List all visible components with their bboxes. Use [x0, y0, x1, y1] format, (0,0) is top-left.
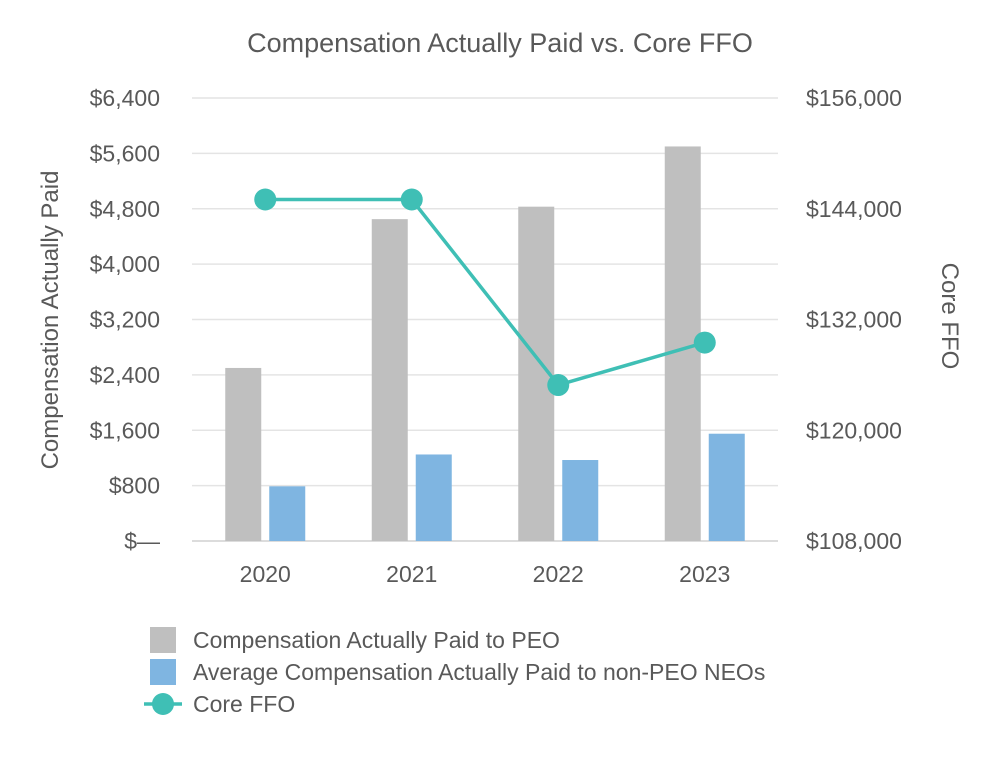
- x-tick-label: 2022: [533, 561, 584, 587]
- legend: Compensation Actually Paid to PEO Average…: [144, 627, 765, 717]
- left-tick-label: $5,600: [90, 140, 160, 166]
- legend-swatch-1: [150, 659, 176, 685]
- left-tick-label: $3,200: [90, 307, 160, 333]
- core-ffo-line-path: [265, 197, 706, 388]
- bar-non-peo-2023: [708, 433, 745, 541]
- x-tick-label: 2023: [679, 561, 730, 587]
- right-tick-label: $132,000: [806, 307, 902, 333]
- core-ffo-line: [254, 188, 716, 397]
- core-ffo-point-2020: [254, 188, 277, 211]
- bar-peo-2020: [225, 367, 262, 541]
- left-tick-label: $2,400: [90, 362, 160, 388]
- left-tick-label: $4,000: [90, 251, 160, 277]
- right-tick-label: $108,000: [806, 528, 902, 554]
- right-tick-label: $120,000: [806, 417, 902, 443]
- left-tick-label: $1,600: [90, 417, 160, 443]
- left-tick-label: $800: [109, 473, 160, 499]
- x-axis-ticks: 2020 2021 2022 2023: [240, 561, 731, 587]
- legend-label-0: Compensation Actually Paid to PEO: [193, 627, 560, 653]
- bars: [225, 146, 745, 541]
- right-axis-label: Core FFO: [936, 263, 963, 370]
- gridlines: [192, 97, 778, 542]
- bar-peo-2021: [371, 219, 408, 541]
- left-axis-ticks: $— $800 $1,600 $2,400 $3,200 $4,000 $4,800 $5,6…: [90, 85, 160, 554]
- legend-label-2: Core FFO: [193, 691, 295, 717]
- chart-title: Compensation Actually Paid vs. Core FFO: [247, 28, 753, 58]
- bar-non-peo-2022: [562, 460, 599, 541]
- legend-label-1: Average Compensation Actually Paid to no…: [193, 659, 765, 685]
- core-ffo-point-2022: [547, 374, 570, 397]
- bar-non-peo-2020: [269, 486, 306, 541]
- left-axis-label: Compensation Actually Paid: [37, 171, 64, 470]
- x-tick-label: 2021: [386, 561, 437, 587]
- legend-swatch-0: [150, 627, 176, 653]
- bar-non-peo-2021: [415, 454, 452, 541]
- core-ffo-point-2021: [400, 188, 423, 211]
- legend-marker-swatch: [152, 693, 174, 715]
- right-axis-ticks: $108,000 $120,000 $132,000 $144,000 $156,000: [806, 85, 902, 554]
- left-tick-label: $6,400: [90, 85, 160, 111]
- right-tick-label: $156,000: [806, 85, 902, 111]
- x-tick-label: 2020: [240, 561, 291, 587]
- left-tick-label: $4,800: [90, 196, 160, 222]
- left-tick-label: $—: [124, 528, 160, 554]
- right-tick-label: $144,000: [806, 196, 902, 222]
- core-ffo-point-2023: [693, 331, 716, 354]
